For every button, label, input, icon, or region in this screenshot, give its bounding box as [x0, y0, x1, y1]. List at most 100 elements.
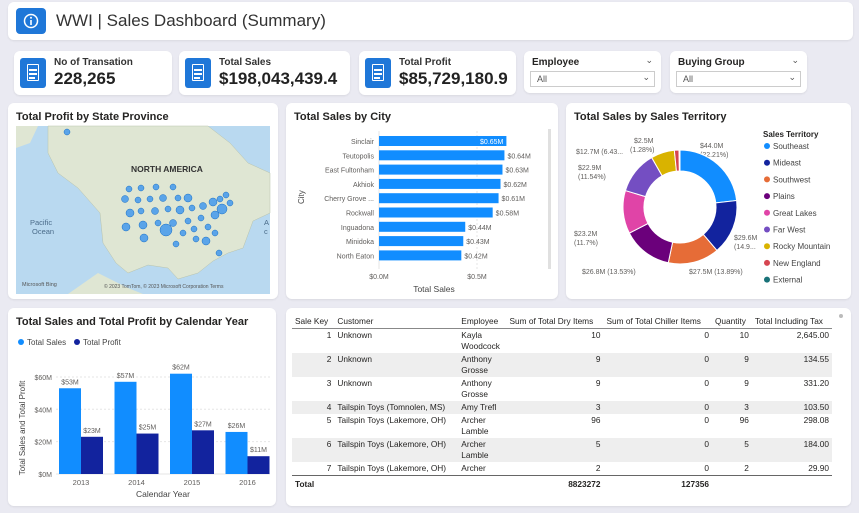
cell: 0 — [704, 378, 709, 388]
bar[interactable] — [379, 178, 501, 189]
category-label: North Eaton — [337, 253, 374, 260]
buying-group-slicer[interactable]: Buying Group ⌄ All ⌄ — [670, 51, 807, 93]
legend-marker — [764, 276, 770, 283]
table-row[interactable]: 5 Tailspin Toys (Lakemore, OH) Archer Lambl… — [292, 414, 832, 438]
bar[interactable] — [379, 236, 464, 247]
y-tick-label: $40M — [34, 407, 52, 414]
bar[interactable] — [59, 388, 81, 474]
category-label: Inguadona — [341, 225, 374, 232]
scrollbar-track[interactable] — [548, 129, 551, 269]
table-row[interactable]: 1 Unknown Kayla Woodcock 10 0 10 2,645.00 — [292, 329, 832, 354]
bar[interactable] — [170, 373, 192, 474]
cell: 2 — [292, 353, 335, 377]
employee-slicer[interactable]: Employee ⌄ All ⌄ — [524, 51, 661, 93]
chevron-down-icon[interactable]: ⌄ — [791, 55, 799, 65]
cell: 3 — [506, 401, 604, 414]
table-row[interactable]: 7 Tailspin Toys (Lakemore, OH) Archer 2 0 2 29… — [292, 462, 832, 476]
slice-label: $23.2M — [574, 231, 598, 238]
chevron-down-icon[interactable]: ⌄ — [645, 55, 653, 65]
table-row[interactable]: 4 Tailspin Toys (Tomnolen, MS) Amy Trefl 3 0… — [292, 401, 832, 414]
kpi-label: Total Sales — [219, 57, 272, 68]
data-label: $0.43M — [466, 239, 490, 246]
bar[interactable] — [225, 431, 248, 474]
document-icon — [20, 58, 46, 88]
y-tick-label: $20M — [34, 440, 52, 447]
continent-label: NORTH AMERICA — [131, 164, 203, 174]
map-attribution[interactable]: © 2023 TomTom, © 2023 Microsoft Corporat… — [104, 283, 224, 290]
bar[interactable] — [114, 381, 137, 474]
y-axis-title: Total Sales and Total Profit — [18, 380, 27, 475]
bar[interactable] — [379, 221, 466, 232]
data-label: $27M — [194, 421, 212, 428]
legend-item[interactable]: Southeast — [773, 142, 810, 151]
cell: Tailspin Toys (Lakemore, OH) — [337, 463, 447, 473]
column-header[interactable]: Sale Key — [292, 314, 335, 329]
bar[interactable] — [379, 164, 503, 175]
map-visual[interactable]: NORTH AMERICA Pacific Ocean A c Microsof… — [8, 103, 278, 299]
cell: 3 — [326, 378, 332, 388]
legend-item[interactable]: Rocky Mountain — [773, 242, 830, 251]
cell: 134.55 — [751, 353, 832, 377]
slice-label: (11.54%) — [578, 174, 606, 181]
bar[interactable] — [379, 207, 493, 218]
bar[interactable] — [136, 433, 159, 474]
legend-item[interactable]: Southwest — [773, 175, 811, 184]
year-bar-chart[interactable]: Total Sales Total Profit Total Sales and… — [8, 308, 276, 506]
legend-marker — [764, 143, 770, 149]
title-bar: WWI | Sales Dashboard (Summary) — [8, 2, 853, 40]
column-header[interactable]: Total Including Tax — [751, 314, 832, 329]
city-bar-chart[interactable]: City Total Sales $0.0M $0.5M Sinclair $0.… — [286, 103, 558, 299]
legend-item[interactable]: New England — [773, 259, 821, 268]
slice-label: $29.6M — [734, 235, 758, 242]
legend-item[interactable]: Mideast — [773, 159, 802, 168]
legend-item[interactable]: Far West — [773, 226, 806, 235]
cell: Anthony Grosse — [461, 378, 492, 399]
data-label: $0.58M — [496, 211, 520, 218]
city-chart-title: Total Sales by City — [294, 111, 391, 123]
category-label: Sinclair — [351, 139, 375, 146]
cell: 184.00 — [751, 438, 832, 462]
legend-item[interactable]: Total Sales — [27, 338, 66, 347]
y-axis-title: City — [297, 190, 306, 204]
bar[interactable] — [379, 136, 507, 146]
kpi-transactions: No of Transation 228,265 — [14, 51, 172, 95]
slicer-label: Employee — [532, 57, 580, 68]
column-header[interactable]: Sum of Total Dry Items — [506, 314, 604, 329]
scrollbar-track[interactable] — [839, 314, 843, 318]
data-label: $0.62M — [504, 182, 528, 189]
legend-item[interactable]: Great Lakes — [773, 209, 817, 218]
table-row[interactable]: 2 Unknown Anthony Grosse 9 0 9 134.55 — [292, 353, 832, 377]
document-icon — [185, 58, 211, 88]
bar[interactable] — [247, 456, 270, 474]
bar[interactable] — [379, 250, 462, 261]
cell: 0 — [704, 415, 709, 425]
ocean-label: Pacific — [30, 218, 52, 227]
bar[interactable] — [379, 193, 499, 204]
legend-item[interactable]: Plains — [773, 192, 795, 201]
table-row[interactable]: 6 Tailspin Toys (Lakemore, OH) Archer Lambl… — [292, 438, 832, 462]
buying-group-dropdown[interactable]: All ⌄ — [676, 71, 801, 87]
column-header[interactable]: Sum of Total Chiller Items — [603, 314, 712, 329]
table-row[interactable]: 3 Unknown Anthony Grosse 9 0 9 331.20 — [292, 377, 832, 401]
map-bubbles[interactable] — [63, 128, 234, 257]
employee-dropdown[interactable]: All ⌄ — [530, 71, 655, 87]
column-header[interactable]: Quantity — [711, 314, 752, 329]
cell: Kayla Woodcock — [461, 330, 500, 351]
bar[interactable] — [192, 430, 214, 474]
category-label: Teutopolis — [342, 153, 374, 160]
slice-label: $12.7M (6.43... — [576, 149, 623, 156]
slice-label: $2.5M — [634, 138, 654, 145]
cell: 2 — [744, 463, 749, 473]
legend-item[interactable]: Total Profit — [83, 338, 122, 347]
info-button[interactable] — [16, 8, 46, 34]
bar[interactable] — [81, 436, 103, 474]
x-axis-title: Calendar Year — [136, 489, 190, 499]
legend-marker — [74, 339, 80, 345]
cell: Amy Trefl — [458, 401, 507, 414]
legend-item[interactable]: External — [773, 276, 803, 285]
column-header[interactable]: Employee — [458, 314, 507, 329]
donut-slice[interactable] — [678, 149, 681, 172]
territory-donut-chart[interactable]: Sales Territory $44.0M (22.21%) $29.6M (… — [566, 103, 851, 299]
bar[interactable] — [379, 150, 505, 161]
column-header[interactable]: Customer — [334, 314, 459, 329]
